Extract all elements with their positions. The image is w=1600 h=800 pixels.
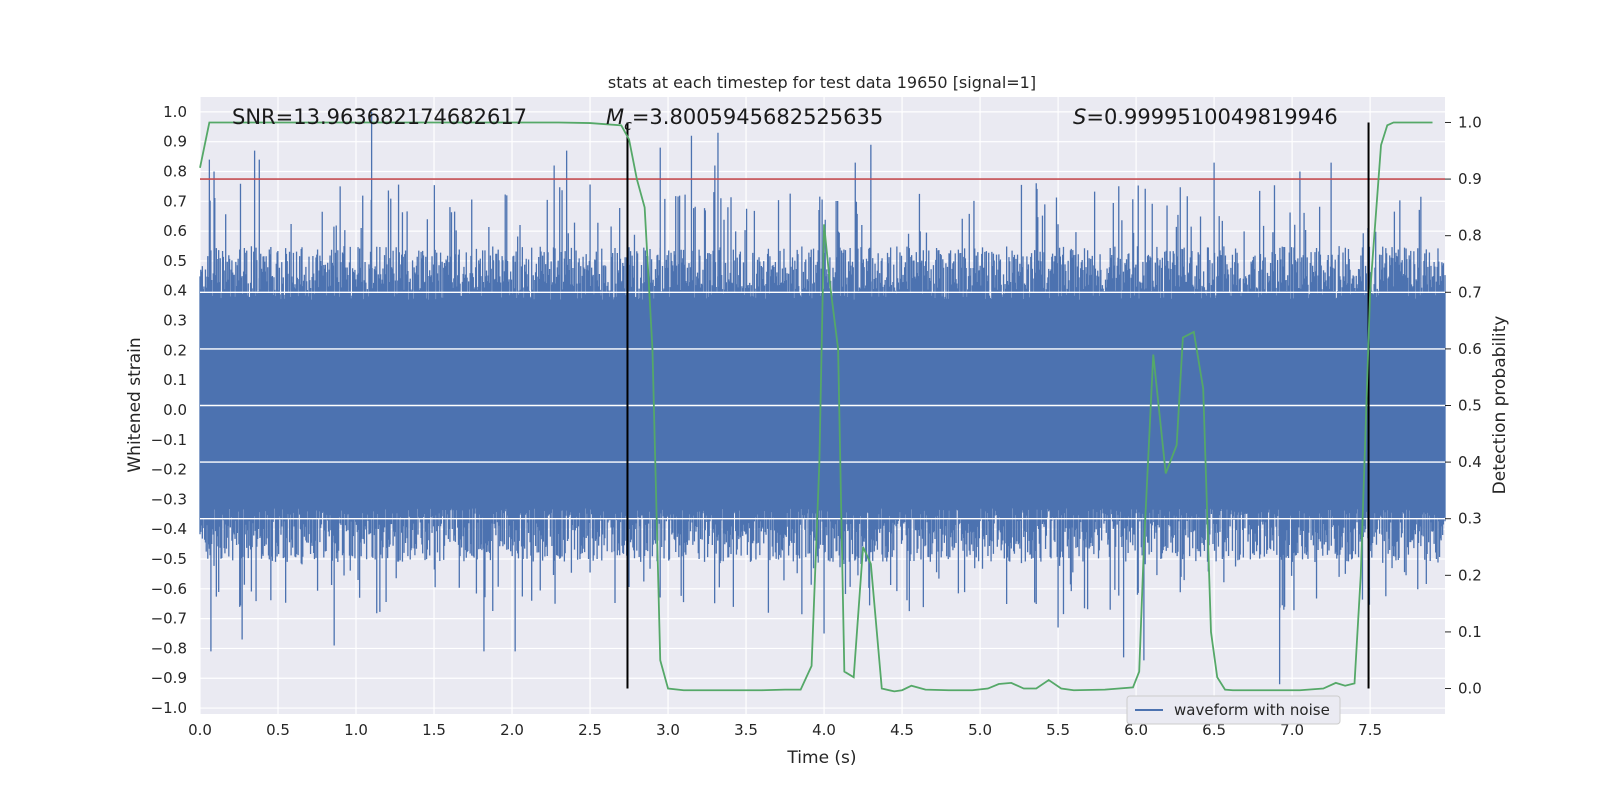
x-tick-label: 2.0 — [500, 721, 524, 739]
y-tick-label: −1.0 — [151, 699, 187, 717]
x-tick-label: 7.0 — [1280, 721, 1304, 739]
y-tick-label: −0.9 — [151, 669, 187, 687]
x-tick-label: 6.0 — [1124, 721, 1148, 739]
y2-tick-label: 0.8 — [1458, 227, 1482, 245]
y-tick-label: −0.3 — [151, 490, 187, 508]
y-tick-label: 0.6 — [163, 222, 187, 240]
detection-probability-line — [199, 121, 1433, 693]
y-tick-label: 0.0 — [163, 401, 187, 419]
snr-annotation: SNR=13.963682174682617 — [232, 105, 527, 129]
y-tick-label: 0.2 — [163, 341, 187, 359]
y-tick-label: 1.0 — [163, 103, 187, 121]
chirp-mass-subscript: c — [624, 118, 632, 134]
y-tick-label: −0.7 — [151, 610, 187, 628]
x-tick-label: 1.0 — [344, 721, 368, 739]
reference-lines — [200, 122, 1445, 689]
y-tick-label: −0.1 — [151, 431, 187, 449]
x-tick-label: 0.0 — [188, 721, 212, 739]
y-tick-label: −0.4 — [151, 520, 187, 538]
x-axis-label: Time (s) — [786, 748, 856, 768]
x-tick-label: 7.5 — [1358, 721, 1382, 739]
y2-tick-label: 0.7 — [1458, 283, 1482, 301]
x-tick-label: 5.0 — [968, 721, 992, 739]
x-axis-ticks: 0.0 0.5 1.0 1.5 2.0 2.5 3.0 3.5 4.0 4.5 5.0 5.5 6.0 6… — [188, 721, 1382, 739]
x-tick-label: 4.5 — [890, 721, 914, 739]
chirp-mass-symbol: M — [606, 105, 624, 129]
y-tick-label: 0.3 — [163, 312, 187, 330]
y2-axis-label: Detection probability — [1490, 316, 1510, 495]
y2-tick-label: 0.4 — [1458, 453, 1482, 471]
y-tick-label: −0.6 — [151, 580, 187, 598]
y-tick-label: −0.5 — [151, 550, 187, 568]
x-tick-label: 5.5 — [1046, 721, 1070, 739]
chirp-mass-value: =3.8005945682525635 — [632, 105, 883, 129]
y-axis-label: Whitened strain — [125, 337, 145, 472]
y2-tick-label: 0.5 — [1458, 397, 1482, 415]
y-tick-label: 0.8 — [163, 163, 187, 181]
detection-probability-series — [199, 121, 1433, 693]
y-tick-label: 0.4 — [163, 282, 187, 300]
y2-tick-label: 0.1 — [1458, 623, 1482, 641]
x-tick-label: 6.5 — [1202, 721, 1226, 739]
y2-tick-label: 0.9 — [1458, 170, 1482, 188]
y-tick-label: 0.1 — [163, 371, 187, 389]
score-annotation: S=0.9999510049819946 — [1073, 105, 1338, 129]
y2-axis-ticks: 1.0 0.9 0.8 0.7 0.6 0.5 0.4 0.3 0.2 0.1 0.0 — [1445, 113, 1482, 698]
y2-tick-label: 0.3 — [1458, 510, 1482, 528]
y2-tick-label: 0.0 — [1458, 680, 1482, 698]
y-axis-ticks: 1.0 0.9 0.8 0.7 0.6 0.5 0.4 0.3 0.2 0.1 0.0 −0.1 −0.… — [151, 103, 187, 717]
score-value: =0.9999510049819946 — [1086, 105, 1337, 129]
score-symbol: S — [1073, 105, 1086, 129]
x-tick-label: 0.5 — [266, 721, 290, 739]
chart-title: stats at each timestep for test data 196… — [608, 73, 1036, 92]
x-tick-label: 3.5 — [734, 721, 758, 739]
legend: waveform with noise — [1126, 695, 1341, 725]
y2-tick-label: 1.0 — [1458, 113, 1482, 131]
x-tick-label: 2.5 — [578, 721, 602, 739]
legend-label: waveform with noise — [1174, 701, 1330, 719]
y-tick-label: 0.9 — [163, 133, 187, 151]
y2-tick-label: 0.2 — [1458, 566, 1482, 584]
chirp-mass-annotation: Mc=3.8005945682525635 — [606, 105, 883, 134]
y-tick-label: 0.7 — [163, 192, 187, 210]
y2-tick-label: 0.6 — [1458, 340, 1482, 358]
x-tick-label: 4.0 — [812, 721, 836, 739]
y-tick-label: 0.5 — [163, 252, 187, 270]
y-tick-label: −0.2 — [151, 461, 187, 479]
y-tick-label: −0.8 — [151, 639, 187, 657]
x-tick-label: 1.5 — [422, 721, 446, 739]
x-tick-label: 3.0 — [656, 721, 680, 739]
legend-box — [1126, 695, 1341, 725]
